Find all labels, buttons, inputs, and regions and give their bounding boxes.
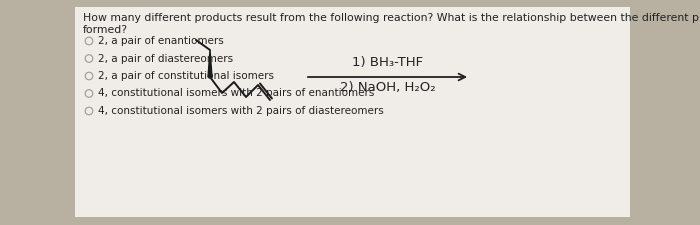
Text: How many different products result from the following reaction? What is the rela: How many different products result from … [83,13,700,23]
Text: 2, a pair of constitutional isomers: 2, a pair of constitutional isomers [98,71,274,81]
Text: 4, constitutional isomers with 2 pairs of diastereomers: 4, constitutional isomers with 2 pairs o… [98,106,384,116]
Polygon shape [208,50,212,77]
FancyBboxPatch shape [75,7,630,217]
Text: formed?: formed? [83,25,128,35]
Text: 2, a pair of enantiomers: 2, a pair of enantiomers [98,36,224,46]
Text: 2, a pair of diastereomers: 2, a pair of diastereomers [98,54,233,63]
Text: 4, constitutional isomers with 2 pairs of enantiomers: 4, constitutional isomers with 2 pairs o… [98,88,374,99]
Text: 2) NaOH, H₂O₂: 2) NaOH, H₂O₂ [340,81,435,94]
Text: 1) BH₃-THF: 1) BH₃-THF [352,56,423,69]
